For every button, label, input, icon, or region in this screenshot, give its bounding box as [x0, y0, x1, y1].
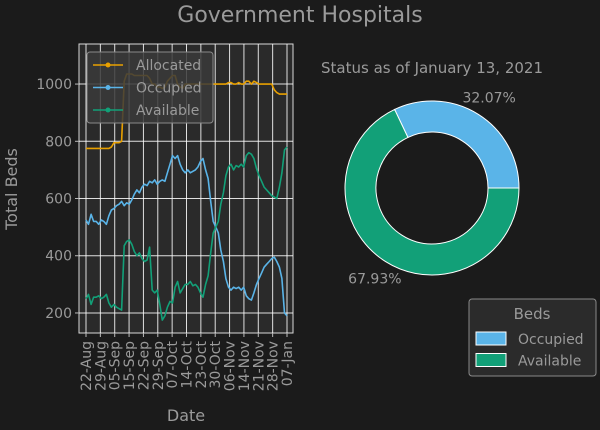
x-tick-label: 07-Jan: [280, 341, 296, 386]
legend-marker: [105, 85, 111, 90]
x-tick-label: 06-Nov: [223, 341, 239, 391]
donut-subtitle: Status as of January 13, 2021: [321, 59, 543, 77]
donut-slice-occupied: [393, 100, 520, 189]
series-line-available: [85, 146, 288, 321]
x-tick-label: 21-Nov: [251, 341, 267, 391]
y-tick-label: 1000: [36, 77, 72, 93]
legend-marker: [105, 107, 111, 113]
legend-label-allocated: Allocated: [136, 58, 201, 74]
x-tick-label: 05-Sep: [108, 341, 124, 390]
x-tick-label: 14-Oct: [180, 340, 196, 388]
donut-percent-label: 67.93%: [348, 271, 401, 287]
donut-legend: Beds Occupied Available: [468, 298, 597, 377]
legend-frame: [86, 51, 214, 124]
y-tick-label: 800: [45, 134, 72, 150]
donut-legend-title: Beds: [514, 305, 551, 323]
x-tick-label: 29-Sep: [151, 341, 167, 390]
donut-legend-label-occupied: Occupied: [518, 332, 584, 348]
y-axis-label: Total Beds: [2, 148, 21, 231]
x-tick-label: 14-Nov: [237, 341, 253, 391]
x-axis-ticks: 22-Aug29-Aug05-Sep15-Sep22-Sep29-Sep07-O…: [79, 333, 296, 391]
x-tick-label: 23-Oct: [194, 340, 210, 388]
legend-label-available: Available: [136, 103, 199, 119]
donut-slice-available: [344, 108, 520, 276]
line-chart-legend: Allocated Occupied Available: [86, 51, 214, 124]
x-tick-label: 29-Aug: [93, 341, 109, 391]
x-tick-label: 28-Nov: [266, 341, 282, 391]
legend-label-occupied: Occupied: [136, 81, 202, 97]
x-tick-label: 22-Aug: [79, 341, 95, 391]
y-tick-label: 400: [45, 249, 72, 265]
x-tick-label: 30-Oct: [208, 340, 224, 388]
donut-percent-label: 32.07%: [462, 91, 515, 107]
x-tick-label: 22-Sep: [136, 341, 152, 390]
x-axis-label: Date: [167, 406, 205, 425]
donut-legend-swatch-occupied: [475, 331, 507, 346]
donut-legend-label-available: Available: [518, 354, 581, 370]
x-tick-label: 15-Sep: [122, 341, 138, 390]
series-line-occupied: [85, 154, 288, 317]
y-tick-label: 600: [45, 192, 72, 208]
y-tick-label: 200: [45, 306, 72, 322]
y-axis-ticks: 200 400 600 800 1000: [36, 77, 79, 322]
donut-legend-swatch-available: [475, 353, 507, 367]
x-tick-label: 07-Oct: [165, 340, 181, 388]
donut-chart: 32.07% 67.93%: [344, 91, 520, 287]
legend-marker: [105, 62, 111, 68]
chart-title: Government Hospitals: [177, 3, 422, 28]
